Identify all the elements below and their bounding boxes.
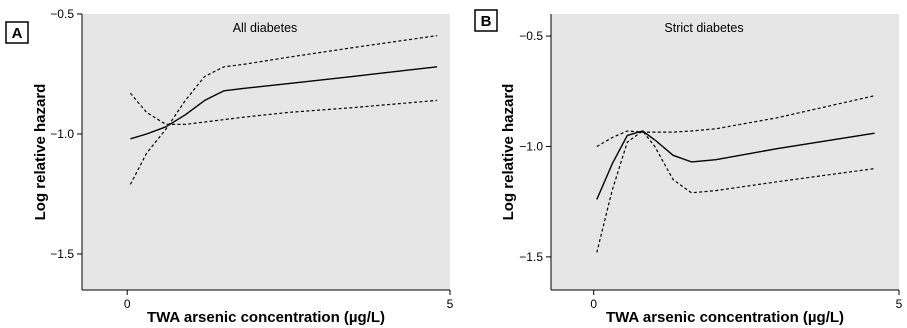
estimate-line-a-0	[130, 66, 438, 140]
panel-label-a: A	[12, 25, 23, 42]
x-tick-label-a: 0	[124, 297, 131, 311]
series-group-a	[129, 35, 438, 185]
chart-title-b: Strict diabetes	[664, 21, 743, 35]
plot-area-b	[551, 14, 899, 290]
y-axis-label-a: Log relative hazard	[32, 84, 49, 221]
x-tick-label-a: 5	[447, 297, 454, 311]
panel-label-box-a	[5, 21, 29, 44]
x-tick-label-b: 5	[896, 297, 903, 311]
x-axis-label-a: TWA arsenic concentration (µg/L)	[147, 309, 385, 326]
y-tick-label-a: −1.0	[50, 127, 74, 141]
y-tick-label-a: −0.5	[50, 7, 74, 21]
x-tick-label-b: 0	[590, 297, 597, 311]
ticks-b: −0.5 −1.0 −1.5 0 5	[519, 29, 902, 311]
ci-line-b-2	[596, 130, 875, 253]
ci-line-b-1	[596, 95, 875, 148]
panel-a: A All diabetes Log relative hazard TWA a…	[5, 7, 454, 326]
panel-label-b: B	[481, 13, 492, 30]
panel-label-box-b	[474, 9, 498, 32]
ticks-a: −0.5 −1.0 −1.5 0 5	[50, 7, 453, 311]
y-tick-label-a: −1.5	[50, 247, 74, 261]
chart-title-a: All diabetes	[233, 21, 298, 35]
y-tick-label-b: −1.5	[519, 250, 543, 264]
y-tick-label-b: −1.0	[519, 139, 543, 153]
series-group-b	[596, 95, 875, 253]
plot-area-a	[82, 14, 450, 290]
x-axis-label-b: TWA arsenic concentration (µg/L)	[606, 309, 844, 326]
panel-b: B Strict diabetes Log relative hazard TW…	[474, 9, 903, 326]
y-tick-label-b: −0.5	[519, 29, 543, 43]
ci-line-a-1	[129, 35, 438, 185]
estimate-line-b-0	[596, 130, 875, 200]
y-axis-label-b: Log relative hazard	[500, 84, 517, 221]
